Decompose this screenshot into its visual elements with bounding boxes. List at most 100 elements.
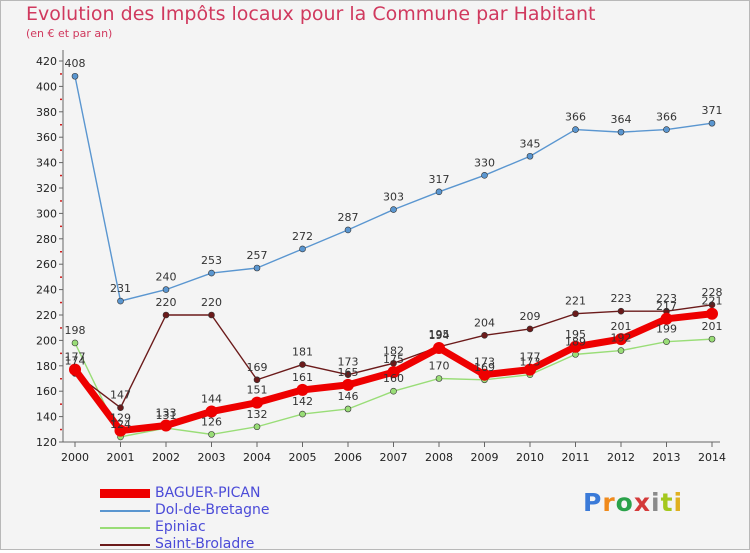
logo-letter: o [615,488,634,517]
data-label-baguer-pican: 151 [247,384,268,397]
data-label-saint-broladre: 220 [201,296,222,309]
logo-letter: r [602,488,616,517]
y-tick-label: 140 [36,411,57,424]
data-label-baguer-pican: 217 [656,300,677,313]
y-minor-tick [60,225,62,228]
y-tick-label: 380 [36,106,57,119]
data-label-baguer-pican: 195 [565,328,586,341]
y-minor-tick [60,149,62,151]
series-layer [69,72,718,441]
line-chart: 120 140 160 180 200 220 240 260 280 300 320 340 360 3… [36,50,726,464]
proxiti-logo: Proxiti [583,488,683,517]
x-tick-label: 2001 [107,451,135,464]
point-dol-de-bretagne [71,72,79,80]
legend-label-saint-broladre: Saint-Broladre [155,536,255,552]
y-minor-tick [60,301,62,304]
point-baguer-pican [205,405,218,418]
data-label-saint-broladre: 174 [65,354,86,367]
legend-label-epiniac: Epiniac [155,519,206,535]
legend-swatch-baguer-pican [100,489,150,498]
data-label-epiniac: 132 [247,408,268,421]
data-label-saint-broladre: 147 [110,389,131,402]
data-label-dol-de-bretagne: 345 [520,137,541,150]
legend-label-dol-de-bretagne: Dol-de-Bretagne [155,502,270,518]
series-line-dol-de-bretagne [74,75,713,302]
data-label-baguer-pican: 161 [292,371,313,384]
data-label-dol-de-bretagne: 240 [156,271,177,284]
data-label-baguer-pican: 175 [383,353,404,366]
point-dol-de-bretagne [117,297,124,305]
point-saint-broladre [299,361,306,368]
data-label-dol-de-bretagne: 371 [702,104,723,117]
point-saint-broladre [253,376,261,384]
point-epiniac [708,335,716,343]
x-tick-label: 2012 [607,451,635,464]
point-epiniac [208,431,215,438]
y-minor-tick [60,124,62,126]
x-tick-label: 2010 [516,451,544,464]
y-minor-tick [60,174,62,177]
point-dol-de-bretagne [390,206,397,213]
point-dol-de-bretagne [344,226,352,234]
point-epiniac [253,423,261,431]
chart-title: Evolution des Impôts locaux pour la Comm… [26,3,596,25]
data-label-baguer-pican: 194 [429,329,450,342]
data-label-dol-de-bretagne: 366 [656,111,677,124]
data-label-dol-de-bretagne: 317 [429,173,450,186]
point-saint-broladre [617,307,625,315]
x-tick-label: 2000 [61,451,89,464]
y-minor-tick [60,276,62,278]
x-tick-label: 2008 [425,451,453,464]
data-label-dol-de-bretagne: 303 [383,191,404,204]
point-baguer-pican [615,333,627,346]
point-baguer-pican [706,307,718,320]
data-label-dol-de-bretagne: 366 [565,111,586,124]
data-label-saint-broladre: 195 [429,328,450,341]
x-tick-label: 2005 [289,451,317,464]
data-label-baguer-pican: 129 [110,412,131,425]
point-baguer-pican [387,366,400,379]
y-tick-label: 260 [36,258,57,271]
point-baguer-pican [478,368,491,381]
data-label-epiniac: 169 [474,361,495,374]
y-minor-tick [60,327,62,329]
y-tick-label: 400 [36,80,57,93]
y-minor-tick [60,73,62,75]
y-minor-tick [60,98,62,101]
y-tick-label: 160 [36,385,57,398]
data-label-saint-broladre: 209 [520,310,541,323]
data-label-epiniac: 189 [565,335,586,348]
data-label-baguer-pican: 165 [338,366,359,379]
data-label-epiniac: 173 [520,356,541,369]
x-tick-label: 2004 [243,451,271,464]
data-label-baguer-pican: 201 [611,320,632,333]
data-label-epiniac: 160 [383,372,404,385]
x-tick-label: 2002 [152,451,180,464]
data-label-saint-broladre: 181 [292,346,313,359]
data-label-dol-de-bretagne: 231 [110,282,131,295]
data-label-dol-de-bretagne: 257 [247,249,268,262]
y-tick-label: 220 [36,309,57,322]
y-minor-tick [60,428,62,431]
data-label-dol-de-bretagne: 330 [474,156,495,169]
point-dol-de-bretagne [481,172,488,179]
data-label-saint-broladre: 182 [383,344,404,357]
y-tick-label: 420 [36,55,57,68]
data-label-epiniac: 170 [429,360,450,373]
y-minor-tick [60,200,62,202]
point-dol-de-bretagne [162,286,170,293]
y-minor-tick [60,403,62,405]
chart-subtitle: (en € et par an) [26,27,113,40]
data-label-epiniac: 131 [156,409,177,422]
data-label-epiniac: 192 [611,332,632,345]
point-saint-broladre [481,332,488,339]
point-epiniac [617,347,625,354]
x-tick-label: 2011 [562,451,590,464]
logo-letter: i [651,488,661,517]
point-epiniac [344,405,352,413]
legend-swatch-saint-broladre [100,544,150,546]
data-label-epiniac: 146 [338,390,359,403]
y-tick-label: 300 [36,207,57,220]
